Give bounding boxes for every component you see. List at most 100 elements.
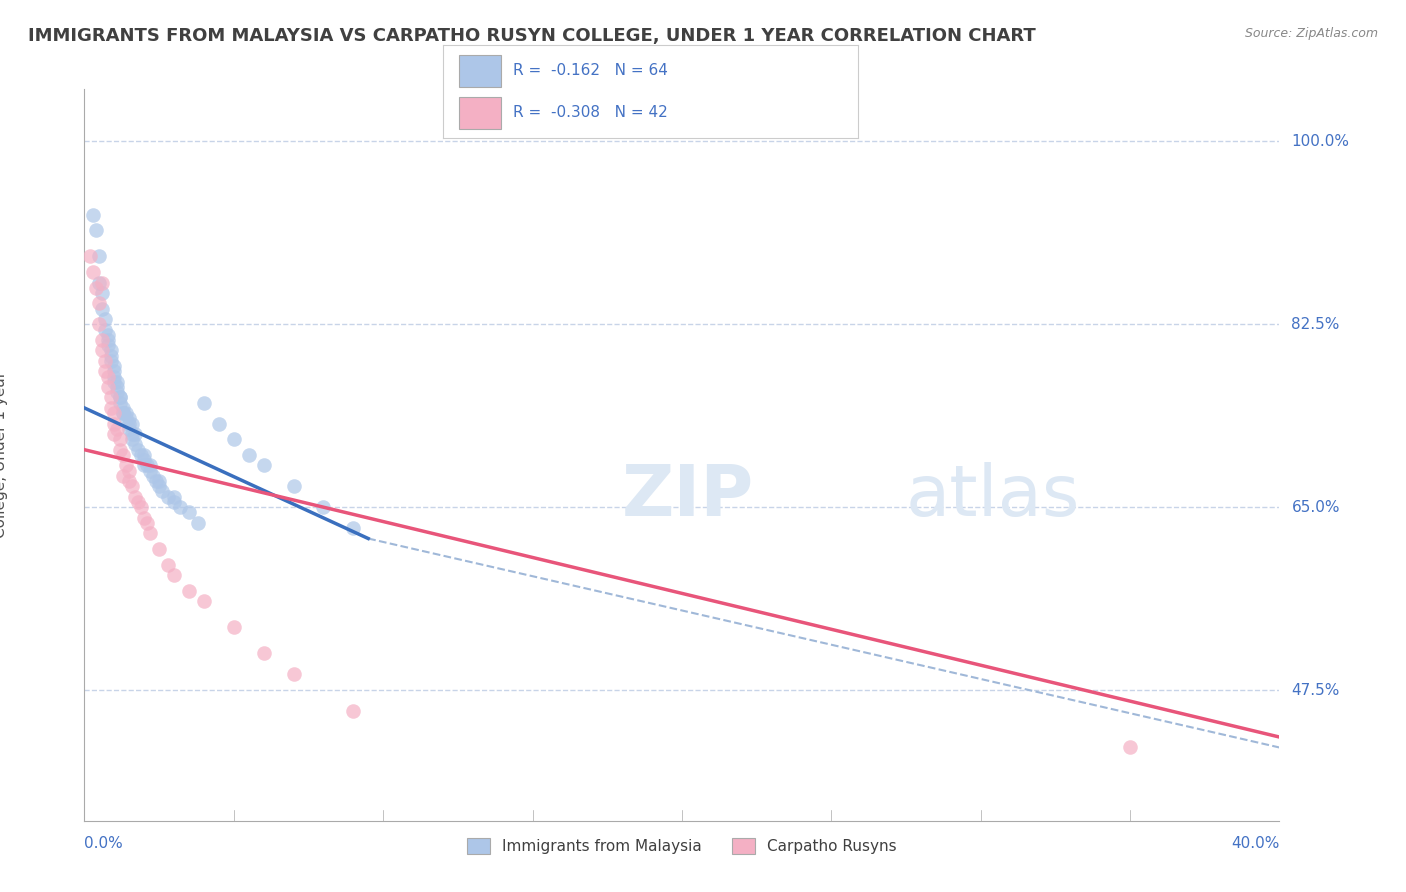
Point bbox=[1119, 740, 1142, 755]
Point bbox=[118, 474, 141, 488]
Point bbox=[163, 495, 186, 509]
Text: 65.0%: 65.0% bbox=[1292, 500, 1340, 515]
Point bbox=[253, 647, 276, 661]
Point bbox=[97, 327, 120, 342]
Point bbox=[89, 249, 111, 263]
Bar bbox=[460, 97, 501, 129]
Point bbox=[118, 464, 141, 478]
Point bbox=[163, 568, 186, 582]
Point bbox=[94, 312, 117, 326]
Point bbox=[136, 458, 159, 473]
Text: 47.5%: 47.5% bbox=[1292, 682, 1340, 698]
Point bbox=[283, 479, 305, 493]
Point bbox=[105, 422, 128, 436]
Point bbox=[105, 385, 128, 400]
Text: atlas: atlas bbox=[905, 462, 1080, 532]
Point bbox=[127, 442, 149, 457]
Point bbox=[148, 479, 170, 493]
Point bbox=[91, 343, 114, 358]
Point bbox=[89, 276, 111, 290]
Point bbox=[112, 406, 135, 420]
Point bbox=[342, 521, 364, 535]
Point bbox=[86, 223, 108, 237]
Text: 82.5%: 82.5% bbox=[1292, 317, 1340, 332]
Point bbox=[94, 364, 117, 378]
Point bbox=[132, 448, 156, 462]
Point bbox=[222, 620, 245, 634]
Point bbox=[253, 458, 276, 473]
Point bbox=[91, 333, 114, 347]
Point bbox=[129, 500, 152, 515]
Point bbox=[177, 505, 200, 519]
Point bbox=[121, 432, 143, 446]
Point bbox=[103, 359, 125, 373]
Point bbox=[82, 265, 104, 279]
Point bbox=[112, 448, 135, 462]
Point bbox=[118, 411, 141, 425]
Point bbox=[97, 333, 120, 347]
Point bbox=[312, 500, 335, 515]
Point bbox=[89, 296, 111, 310]
Point bbox=[110, 432, 132, 446]
Point bbox=[342, 704, 364, 718]
Point bbox=[110, 391, 132, 405]
Point bbox=[112, 468, 135, 483]
Point bbox=[91, 301, 114, 316]
Point bbox=[169, 500, 191, 515]
Point bbox=[97, 369, 120, 384]
Point bbox=[127, 495, 149, 509]
Text: 0.0%: 0.0% bbox=[84, 837, 124, 851]
Point bbox=[82, 208, 104, 222]
Point bbox=[100, 401, 122, 415]
Point bbox=[118, 417, 141, 431]
Point bbox=[91, 285, 114, 300]
Point bbox=[148, 541, 170, 556]
Text: ZIP: ZIP bbox=[623, 462, 755, 532]
Point bbox=[150, 484, 173, 499]
Point bbox=[103, 417, 125, 431]
Text: College, Under 1 year: College, Under 1 year bbox=[0, 371, 8, 539]
Text: Source: ZipAtlas.com: Source: ZipAtlas.com bbox=[1244, 27, 1378, 40]
Point bbox=[132, 453, 156, 467]
Point bbox=[145, 474, 167, 488]
Point bbox=[105, 375, 128, 389]
Point bbox=[103, 427, 125, 442]
Point bbox=[124, 437, 146, 451]
Point bbox=[110, 395, 132, 409]
Point bbox=[136, 516, 159, 530]
Point bbox=[193, 395, 215, 409]
Point bbox=[124, 490, 146, 504]
Point bbox=[121, 479, 143, 493]
Text: R =  -0.162   N = 64: R = -0.162 N = 64 bbox=[513, 63, 668, 78]
Point bbox=[79, 249, 101, 263]
Point bbox=[132, 510, 156, 524]
Point bbox=[100, 343, 122, 358]
Text: 40.0%: 40.0% bbox=[1232, 837, 1279, 851]
Point bbox=[115, 411, 138, 425]
Point bbox=[142, 468, 165, 483]
Point bbox=[86, 281, 108, 295]
Point bbox=[110, 391, 132, 405]
Text: R =  -0.308   N = 42: R = -0.308 N = 42 bbox=[513, 105, 668, 120]
Point bbox=[157, 490, 180, 504]
Point bbox=[94, 354, 117, 368]
Point bbox=[139, 526, 162, 541]
Point bbox=[208, 417, 231, 431]
Legend: Immigrants from Malaysia, Carpatho Rusyns: Immigrants from Malaysia, Carpatho Rusyn… bbox=[461, 832, 903, 861]
Point bbox=[132, 458, 156, 473]
Point bbox=[187, 516, 209, 530]
Point bbox=[112, 401, 135, 415]
Point bbox=[148, 474, 170, 488]
Point bbox=[139, 464, 162, 478]
Point bbox=[121, 427, 143, 442]
Point bbox=[129, 448, 152, 462]
Point bbox=[100, 354, 122, 368]
Point bbox=[97, 380, 120, 394]
Point bbox=[100, 391, 122, 405]
Point bbox=[100, 349, 122, 363]
Point bbox=[89, 318, 111, 332]
Point bbox=[121, 417, 143, 431]
Point bbox=[163, 490, 186, 504]
Point bbox=[94, 322, 117, 336]
Point bbox=[103, 406, 125, 420]
